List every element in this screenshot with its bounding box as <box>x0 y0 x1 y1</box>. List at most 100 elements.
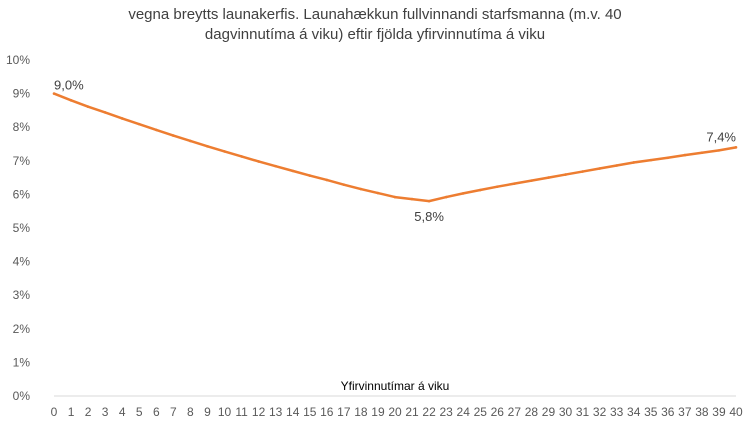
y-tick-label: 4% <box>13 255 31 269</box>
x-tick-label: 38 <box>695 405 709 419</box>
x-tick-label: 4 <box>119 405 126 419</box>
x-tick-label: 30 <box>559 405 573 419</box>
x-tick-label: 34 <box>627 405 641 419</box>
y-tick-label: 2% <box>13 322 31 336</box>
x-tick-label: 6 <box>153 405 160 419</box>
data-point <box>496 185 499 188</box>
data-point <box>530 179 533 182</box>
data-point <box>513 182 516 185</box>
x-tick-label: 2 <box>85 405 92 419</box>
y-tick-label: 3% <box>13 288 31 302</box>
x-tick-label: 19 <box>371 405 385 419</box>
x-tick-label: 21 <box>405 405 419 419</box>
data-point <box>393 195 397 199</box>
x-tick-label: 26 <box>491 405 505 419</box>
x-tick-label: 33 <box>610 405 624 419</box>
data-point <box>342 183 346 186</box>
x-tick-label: 32 <box>593 405 607 419</box>
data-point <box>189 139 192 143</box>
x-tick-label: 29 <box>542 405 556 419</box>
data-point <box>376 191 380 195</box>
data-point <box>223 150 226 153</box>
x-tick-label: 24 <box>457 405 471 419</box>
data-point <box>206 145 209 148</box>
data-point <box>172 134 175 137</box>
x-tick-label: 1 <box>68 405 75 419</box>
series-line <box>53 92 737 203</box>
x-axis-title: Yfirvinnutímar á viku <box>341 379 450 393</box>
x-tick-label: 10 <box>218 405 232 419</box>
data-point <box>478 188 482 192</box>
x-tick-label: 36 <box>661 405 675 419</box>
data-point <box>615 164 618 167</box>
data-point <box>700 151 704 155</box>
data-point <box>325 178 329 182</box>
x-tick-label: 0 <box>51 405 58 419</box>
x-tick-label: 3 <box>102 405 109 419</box>
x-tick-label: 31 <box>576 405 590 419</box>
x-tick-label: 25 <box>474 405 488 419</box>
y-tick-label: 5% <box>13 221 31 235</box>
data-point <box>581 170 584 173</box>
data-point <box>52 92 56 95</box>
x-tick-label: 9 <box>204 405 211 419</box>
x-tick-label: 14 <box>286 405 300 419</box>
x-tick-label: 8 <box>187 405 194 419</box>
chart-title-line-2: dagvinnutíma á viku) eftir fjölda yfirvi… <box>204 26 546 43</box>
x-tick-label: 22 <box>422 405 436 419</box>
x-tick-label: 27 <box>508 405 522 419</box>
data-point <box>564 173 567 176</box>
x-tick-label: 16 <box>320 405 334 419</box>
y-tick-label: 9% <box>13 87 31 101</box>
data-point <box>649 158 653 162</box>
data-point <box>240 155 243 158</box>
data-point <box>155 128 158 132</box>
data-label: 7,4% <box>706 129 736 144</box>
data-point <box>257 160 260 163</box>
x-tick-label: 37 <box>678 405 692 419</box>
x-tick-label: 7 <box>170 405 177 419</box>
data-point <box>137 122 141 126</box>
data-point <box>666 156 670 160</box>
data-point <box>120 117 124 120</box>
x-tick-label: 18 <box>354 405 368 419</box>
x-tick-label: 20 <box>388 405 402 419</box>
y-tick-label: 8% <box>13 120 31 134</box>
chart-title-line-1: vegna breytts launakerfis. Launahækkun f… <box>128 6 622 23</box>
x-tick-label: 17 <box>337 405 351 419</box>
data-point <box>461 192 465 195</box>
y-tick-label: 6% <box>13 187 31 201</box>
data-point <box>632 161 635 164</box>
data-point <box>86 105 90 109</box>
data-point <box>103 111 107 114</box>
data-point <box>734 146 738 149</box>
data-label: 9,0% <box>54 78 84 93</box>
data-point <box>291 169 295 173</box>
data-point <box>410 197 414 201</box>
x-tick-label: 28 <box>525 405 539 419</box>
x-tick-label: 23 <box>439 405 453 419</box>
data-point <box>308 174 312 177</box>
y-tick-label: 10% <box>6 53 30 67</box>
x-tick-label: 5 <box>136 405 143 419</box>
data-label: 5,8% <box>414 209 444 224</box>
x-tick-label: 40 <box>729 405 743 419</box>
x-tick-label: 35 <box>644 405 658 419</box>
x-tick-label: 15 <box>303 405 317 419</box>
data-point <box>683 153 687 157</box>
data-point <box>427 199 431 203</box>
data-point <box>598 167 601 170</box>
x-tick-label: 39 <box>712 405 726 419</box>
y-tick-label: 7% <box>13 154 31 168</box>
data-point <box>547 176 550 179</box>
y-tick-label: 0% <box>13 389 31 403</box>
x-tick-label: 12 <box>252 405 266 419</box>
y-tick-label: 1% <box>13 355 31 369</box>
data-point <box>69 99 73 102</box>
data-point <box>717 149 721 152</box>
data-point <box>359 187 363 191</box>
x-tick-label: 11 <box>235 405 248 419</box>
x-tick-label: 13 <box>269 405 283 419</box>
